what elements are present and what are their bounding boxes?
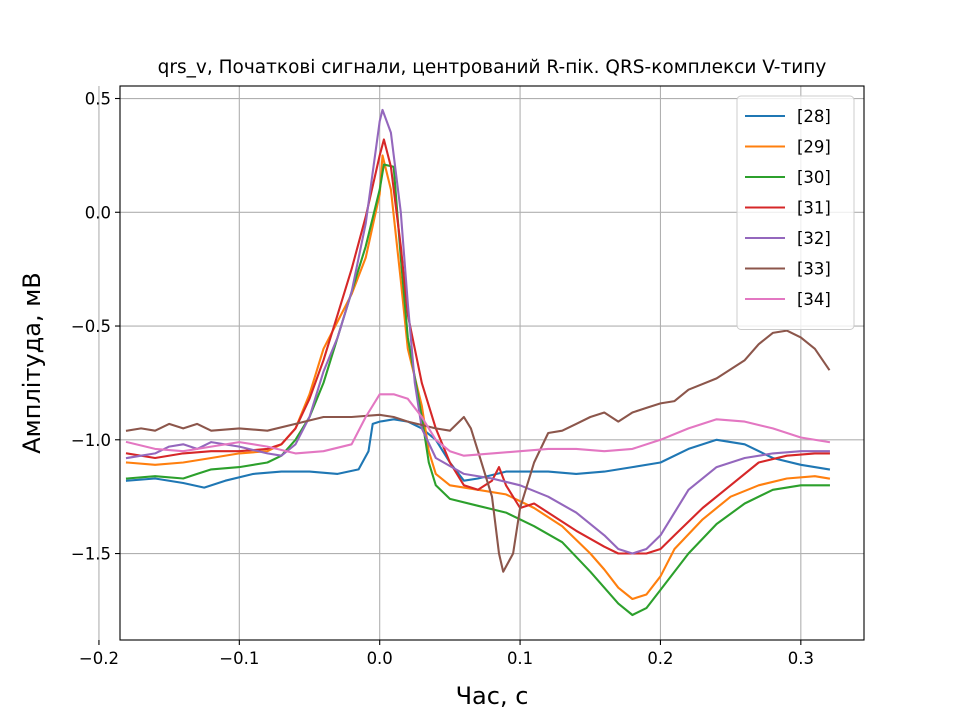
- plot-frame: [119, 85, 865, 641]
- x-tick-label: 0.3: [788, 649, 814, 668]
- legend-label: [33]: [797, 260, 831, 279]
- legend-label: [28]: [797, 107, 831, 126]
- y-tick-label: −0.5: [71, 317, 111, 336]
- legend-box: [736, 95, 855, 330]
- x-tick-label: −0.1: [219, 649, 259, 668]
- x-tick-label: 0.2: [647, 649, 673, 668]
- legend-label: [30]: [797, 168, 831, 187]
- x-tick-label: 0.0: [367, 649, 393, 668]
- series-line-31: [125, 138, 830, 555]
- series-line-28: [125, 418, 831, 489]
- series-line-34: [125, 393, 831, 457]
- series-line-32: [125, 108, 830, 555]
- series-line-33: [125, 329, 831, 573]
- y-tick-label: −1.5: [71, 545, 111, 564]
- y-tick-label: 0.0: [85, 203, 111, 222]
- x-tick-label: −0.2: [79, 649, 119, 668]
- series-layer: [125, 108, 831, 617]
- legend-label: [29]: [797, 138, 831, 157]
- y-axis-label: Амплітуда, мВ: [18, 272, 46, 454]
- legend-label: [31]: [797, 199, 831, 218]
- legend: [28] [29] [30] [31] [32] [33] [34]: [736, 95, 855, 330]
- chart-title: qrs_v, Початкові сигнали, центрований R-…: [158, 57, 827, 78]
- legend-label: [32]: [797, 229, 831, 248]
- y-axis: −1.5 −1.0 −0.5 0.0 0.5: [71, 90, 120, 564]
- y-tick-label: −1.0: [71, 431, 111, 450]
- x-tick-label: 0.1: [507, 649, 533, 668]
- legend-label: [34]: [797, 290, 831, 309]
- y-tick-label: 0.5: [85, 90, 111, 109]
- x-axis-label: Час, с: [456, 682, 529, 710]
- x-axis: −0.2 −0.1 0.0 0.1 0.2 0.3: [79, 640, 814, 668]
